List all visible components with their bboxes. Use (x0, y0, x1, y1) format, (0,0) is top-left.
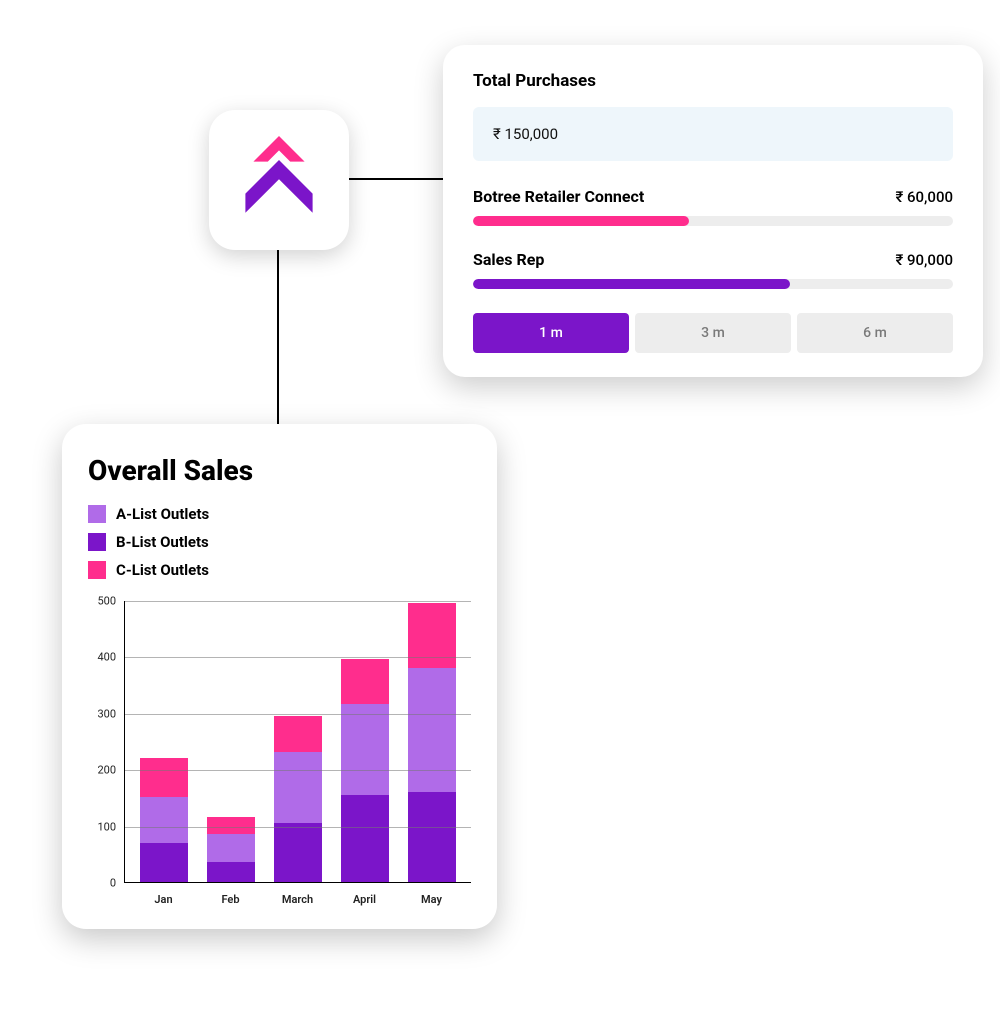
bar (140, 758, 188, 882)
grid-line (125, 657, 471, 658)
period-tab-6m[interactable]: 6 m (797, 313, 953, 353)
grid-line (125, 770, 471, 771)
metric-label: Botree Retailer Connect (473, 187, 644, 206)
bar-segment-A (274, 752, 322, 823)
period-tabs: 1 m3 m6 m (473, 313, 953, 353)
bar (274, 716, 322, 882)
bar-segment-B (274, 823, 322, 882)
metric-label: Sales Rep (473, 250, 544, 269)
chart-bars (125, 601, 471, 882)
grid-line (125, 714, 471, 715)
chart-y-axis: 0100200300400500 (88, 601, 120, 883)
bar-segment-C (274, 716, 322, 753)
legend-item: C-List Outlets (88, 561, 471, 579)
bar-segment-B (207, 862, 255, 882)
metric-value: ₹ 60,000 (895, 188, 953, 206)
legend-label: B-List Outlets (116, 533, 209, 551)
bar-segment-A (207, 834, 255, 862)
sales-title: Overall Sales (88, 454, 471, 487)
bar-segment-C (140, 758, 188, 797)
chart-x-axis: Jan Feb March April May (124, 887, 471, 911)
bar-segment-A (341, 704, 389, 794)
grid-line (125, 827, 471, 828)
bar-segment-B (140, 843, 188, 882)
legend-label: C-List Outlets (116, 561, 209, 579)
legend-swatch (88, 533, 106, 551)
purchases-total-box: ₹ 150,000 (473, 107, 953, 161)
progress-track (473, 279, 953, 289)
bar-segment-C (341, 659, 389, 704)
legend-swatch (88, 561, 106, 579)
metric-row: Botree Retailer Connect ₹ 60,000 (473, 187, 953, 206)
bar-segment-B (408, 792, 456, 882)
y-tick-label: 0 (110, 877, 116, 890)
x-tick-label: Feb (207, 887, 255, 911)
bar-segment-A (140, 797, 188, 842)
legend-swatch (88, 505, 106, 523)
logo-chevron-icon (239, 136, 319, 224)
purchases-card: Total Purchases ₹ 150,000 Botree Retaile… (443, 45, 983, 377)
y-tick-label: 500 (97, 595, 116, 608)
legend-item: B-List Outlets (88, 533, 471, 551)
y-tick-label: 100 (97, 820, 116, 833)
chart-plot-area (124, 601, 471, 883)
y-tick-label: 400 (97, 651, 116, 664)
legend-item: A-List Outlets (88, 505, 471, 523)
y-tick-label: 300 (97, 707, 116, 720)
y-tick-label: 200 (97, 764, 116, 777)
progress-fill (473, 279, 790, 289)
bar-segment-B (341, 795, 389, 882)
metric-row: Sales Rep ₹ 90,000 (473, 250, 953, 269)
connector-logo-to-purchases (349, 178, 443, 180)
period-tab-1m[interactable]: 1 m (473, 313, 629, 353)
period-tab-3m[interactable]: 3 m (635, 313, 791, 353)
x-tick-label: March (274, 887, 322, 911)
grid-line (125, 601, 471, 602)
purchases-title: Total Purchases (473, 71, 953, 91)
bar-segment-A (408, 668, 456, 792)
x-tick-label: May (408, 887, 456, 911)
logo-card (209, 110, 349, 250)
metric-value: ₹ 90,000 (895, 251, 953, 269)
x-tick-label: Jan (140, 887, 188, 911)
connector-logo-to-sales (277, 250, 279, 424)
sales-card: Overall Sales A-List Outlets B-List Outle… (62, 424, 497, 929)
bar (408, 603, 456, 882)
sales-chart: 0100200300400500 JanFebMarchAprilMay (88, 601, 471, 911)
progress-track (473, 216, 953, 226)
sales-legend: A-List Outlets B-List Outlets C-List Outle… (88, 505, 471, 579)
progress-fill (473, 216, 689, 226)
x-tick-label: April (341, 887, 389, 911)
legend-label: A-List Outlets (116, 505, 209, 523)
